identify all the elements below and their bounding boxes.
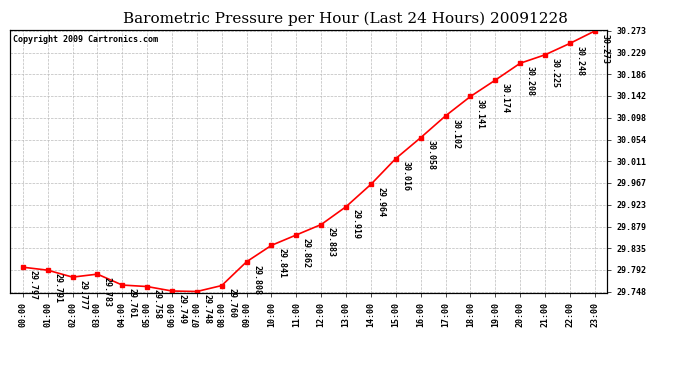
Text: 29.808: 29.808 <box>252 264 261 294</box>
Text: 29.791: 29.791 <box>53 273 62 303</box>
Text: Copyright 2009 Cartronics.com: Copyright 2009 Cartronics.com <box>13 35 158 44</box>
Text: 29.761: 29.761 <box>128 288 137 318</box>
Text: 29.758: 29.758 <box>152 290 161 320</box>
Text: 29.919: 29.919 <box>352 209 361 239</box>
Text: 30.248: 30.248 <box>575 46 584 76</box>
Text: Barometric Pressure per Hour (Last 24 Hours) 20091228: Barometric Pressure per Hour (Last 24 Ho… <box>123 11 567 26</box>
Text: 30.058: 30.058 <box>426 141 435 171</box>
Text: 29.964: 29.964 <box>377 187 386 217</box>
Text: 29.841: 29.841 <box>277 248 286 278</box>
Text: 29.862: 29.862 <box>302 238 311 268</box>
Text: 30.016: 30.016 <box>402 161 411 191</box>
Text: 29.797: 29.797 <box>28 270 37 300</box>
Text: 30.174: 30.174 <box>501 83 510 113</box>
Text: 29.883: 29.883 <box>327 227 336 257</box>
Text: 30.225: 30.225 <box>551 58 560 88</box>
Text: 29.783: 29.783 <box>103 277 112 307</box>
Text: 30.273: 30.273 <box>600 34 609 64</box>
Text: 30.102: 30.102 <box>451 118 460 148</box>
Text: 30.208: 30.208 <box>526 66 535 96</box>
Text: 29.748: 29.748 <box>202 294 211 324</box>
Text: 30.141: 30.141 <box>476 99 485 129</box>
Text: 29.749: 29.749 <box>177 294 186 324</box>
Text: 29.777: 29.777 <box>78 280 87 310</box>
Text: 29.760: 29.760 <box>227 288 236 318</box>
